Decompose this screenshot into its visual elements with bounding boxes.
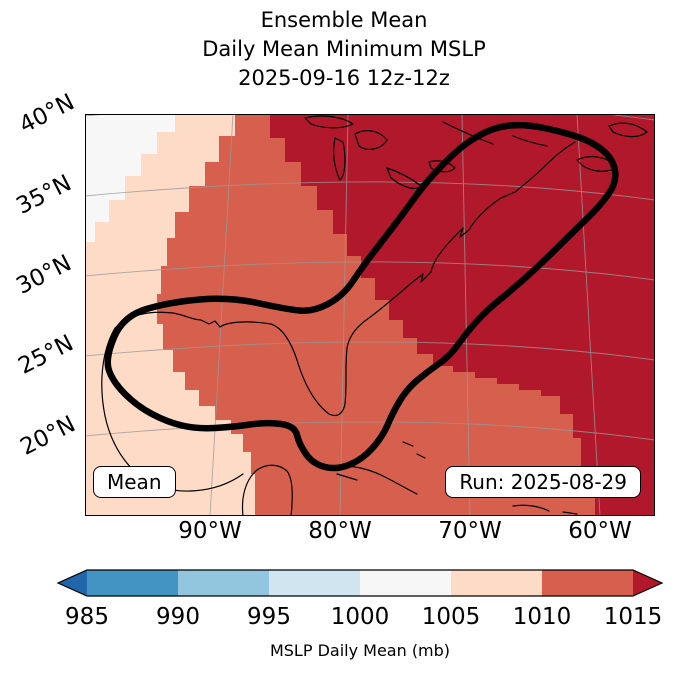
gridline-80w: [339, 114, 349, 516]
colorbar-over-arrow: [633, 570, 662, 596]
fill-region-1000-1005: [85, 114, 175, 242]
fill-region-1005-1010: [85, 114, 255, 516]
ensemble-contour-outline: [104, 121, 619, 472]
colorbar-outline: [56, 569, 664, 597]
gridlines: [85, 114, 655, 516]
coastlines: [101, 115, 648, 516]
gridline-60w: [576, 114, 601, 516]
gridline-90w: [209, 114, 234, 516]
gridline-30n: [85, 261, 655, 281]
title-line-3: 2025-09-16 12z-12z: [238, 66, 450, 90]
fill-region-over-1015: [270, 114, 655, 516]
lake-superior: [304, 115, 354, 129]
gridline-25n: [85, 341, 655, 361]
colorbar-axis-label: MSLP Daily Mean (mb): [269, 641, 451, 660]
coast-newfoundland: [608, 122, 648, 138]
title-line-2: Daily Mean Minimum MSLP: [202, 37, 486, 61]
title-line-1: Ensemble Mean: [260, 8, 428, 32]
colorbar-tick-985: 985: [65, 604, 109, 630]
coast-st-lawrence: [442, 121, 548, 147]
lat-tick-35n: 35°N: [12, 170, 76, 220]
lat-tick-30n: 30°N: [12, 250, 76, 300]
lon-tick-60w: 60°W: [568, 518, 632, 544]
colorbar-seg-1000-1005: [360, 570, 451, 596]
lon-tick-90w: 90°W: [178, 518, 242, 544]
lake-huron: [354, 130, 388, 150]
lon-tick-70w: 70°W: [438, 518, 502, 544]
colorbar-seg-995-1000: [269, 570, 360, 596]
colorbar-tick-990: 990: [156, 604, 200, 630]
colorbar-seg-985-990: [87, 570, 178, 596]
coast-gulf-eastcoast: [101, 141, 576, 492]
map-frame: [85, 114, 655, 516]
colorbar-tick-995: 995: [247, 604, 291, 630]
colorbar-seg-990-995: [178, 570, 269, 596]
coast-bahamas: [402, 441, 426, 459]
colorbar-tick-1005: 1005: [421, 604, 481, 630]
colorbar: [56, 569, 664, 597]
colorbar-tick-1010: 1010: [512, 604, 572, 630]
figure-title: Ensemble Mean Daily Mean Minimum MSLP 20…: [0, 6, 688, 93]
lat-tick-20n: 20°N: [16, 411, 80, 461]
run-date-annotation-box: Run: 2025-08-29: [445, 466, 641, 498]
lon-tick-80w: 80°W: [308, 518, 372, 544]
map-canvas: [85, 114, 655, 516]
gridline-70w: [461, 114, 471, 516]
lat-tick-40n: 40°N: [15, 89, 79, 139]
coast-hispaniola: [512, 504, 578, 515]
colorbar-seg-1005-1010: [451, 570, 542, 596]
colorbar-seg-1010-1015: [542, 570, 633, 596]
lake-michigan: [333, 137, 346, 181]
colorbar-tick-1015: 1015: [603, 604, 663, 630]
coast-yucatan: [241, 464, 293, 516]
mean-annotation-box: Mean: [93, 466, 176, 498]
colorbar-tick-1000: 1000: [330, 604, 390, 630]
lat-tick-25n: 25°N: [14, 330, 78, 380]
colorbar-under-arrow: [58, 570, 87, 596]
gridline-35n: [85, 181, 655, 201]
